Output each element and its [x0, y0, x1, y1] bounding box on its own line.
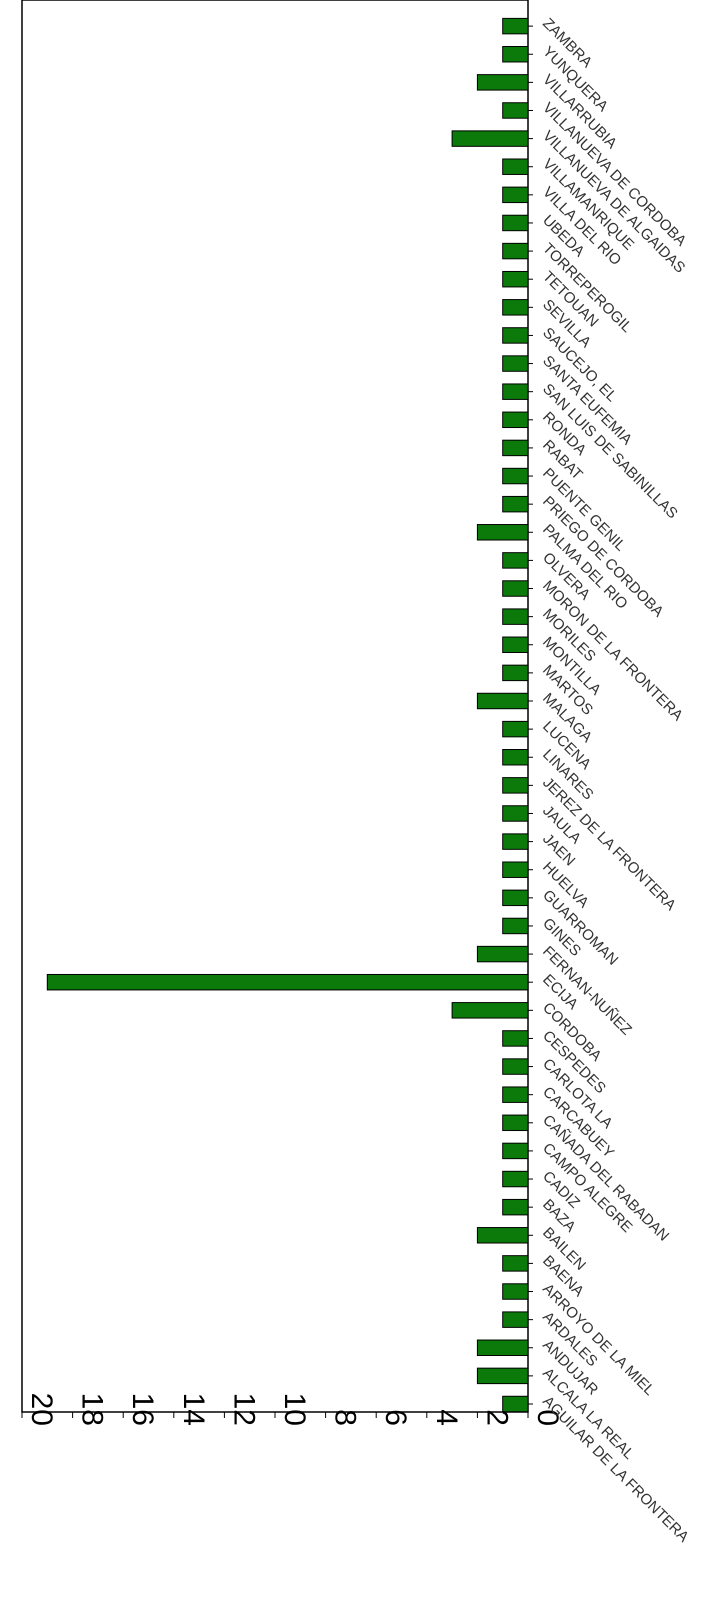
value-axis-ticks: 20 18 16 14 12 10 8 6 4 2 0 [21, 1393, 564, 1426]
bar [502, 889, 529, 907]
bar [451, 130, 529, 147]
bar [502, 636, 529, 653]
bar [502, 1170, 529, 1188]
bar [502, 1030, 529, 1047]
bar [502, 749, 529, 766]
bar [502, 861, 529, 878]
bar [502, 580, 529, 597]
bar [46, 973, 529, 991]
bar [502, 383, 529, 400]
bar [476, 692, 529, 710]
bar [502, 1311, 529, 1328]
value-tick-label: 14 [177, 1393, 210, 1426]
bar [502, 439, 529, 457]
bar [502, 1058, 529, 1075]
bar [502, 608, 529, 625]
bar [502, 17, 529, 35]
value-tick-label: 0 [531, 1409, 564, 1426]
bar [502, 1142, 529, 1160]
bar [502, 214, 529, 232]
bar [502, 102, 529, 119]
value-tick-label: 16 [126, 1393, 159, 1426]
bars-group [46, 17, 529, 1413]
bar [502, 720, 529, 738]
bar [502, 1198, 529, 1216]
bar [502, 917, 529, 935]
value-tick-label: 2 [480, 1409, 513, 1426]
bar [502, 186, 529, 204]
bar [476, 1367, 529, 1385]
value-tick-label: 6 [379, 1409, 412, 1426]
bar [502, 270, 529, 288]
category-label: AGUILAR DE LA FRONTERA [539, 1393, 692, 1546]
bar [502, 299, 529, 316]
bar [502, 411, 529, 429]
bar [502, 495, 529, 513]
bar [502, 327, 529, 344]
bar [502, 158, 529, 175]
bar [476, 945, 529, 963]
bar [502, 355, 529, 372]
value-tick-label: 10 [278, 1393, 311, 1426]
bar [502, 46, 529, 63]
bar [476, 74, 529, 91]
bar [451, 1002, 529, 1019]
bar [502, 242, 529, 260]
bar [502, 1086, 529, 1103]
value-tick-label: 4 [430, 1409, 463, 1426]
bar [476, 1339, 529, 1356]
plot-area [21, 0, 529, 1413]
bar [502, 777, 529, 794]
bar [502, 552, 529, 569]
bar [502, 833, 529, 850]
bar [502, 1114, 529, 1132]
bar [476, 524, 529, 541]
value-tick-label: 8 [329, 1409, 362, 1426]
bar [502, 1283, 529, 1300]
value-tick-label: 12 [227, 1393, 260, 1426]
value-tick-label: 20 [25, 1393, 58, 1426]
bar [502, 1255, 529, 1272]
bar [502, 467, 529, 485]
value-tick-label: 18 [76, 1393, 109, 1426]
bar [502, 805, 529, 822]
bar [502, 664, 529, 682]
bar [476, 1227, 529, 1244]
